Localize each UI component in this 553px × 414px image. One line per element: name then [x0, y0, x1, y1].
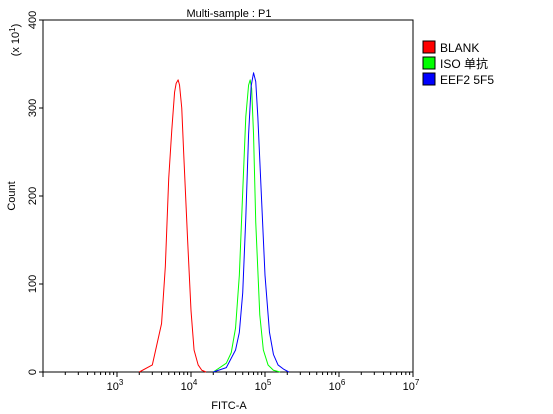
legend-label: ISO 单抗 [440, 56, 488, 71]
y-tick-label: 300 [27, 99, 39, 117]
y-tick-label: 400 [27, 11, 39, 29]
y-axis: 0 100 200 300 400 [27, 11, 43, 375]
series-line-1 [213, 79, 281, 373]
legend-swatch [422, 72, 436, 86]
y-axis-label: Count [6, 181, 18, 210]
legend-label: BLANK [440, 41, 479, 55]
legend-label: EEF2 5F5 [440, 73, 494, 87]
x-axis: 103 104 105 106 107 [42, 372, 420, 393]
x-tick-label: 103 [107, 378, 124, 393]
series-lines [139, 72, 290, 373]
x-tick-label: 104 [181, 378, 198, 393]
legend-swatch [422, 40, 436, 54]
y-tick-label: 0 [27, 369, 39, 375]
chart-title: Multi-sample : P1 [187, 8, 272, 20]
series-line-2 [213, 72, 290, 373]
x-tick-label: 107 [403, 378, 420, 393]
y-tick-label: 200 [27, 187, 39, 205]
legend-swatch [422, 56, 436, 70]
x-tick-label: 106 [329, 378, 346, 393]
series-line-0 [139, 79, 207, 373]
x-tick-label: 105 [255, 378, 272, 393]
x-axis-label: FITC-A [211, 400, 247, 412]
y-tick-label: 100 [27, 275, 39, 293]
y-multiplier-label: (x 101) [8, 24, 22, 57]
plot-frame [42, 19, 414, 373]
